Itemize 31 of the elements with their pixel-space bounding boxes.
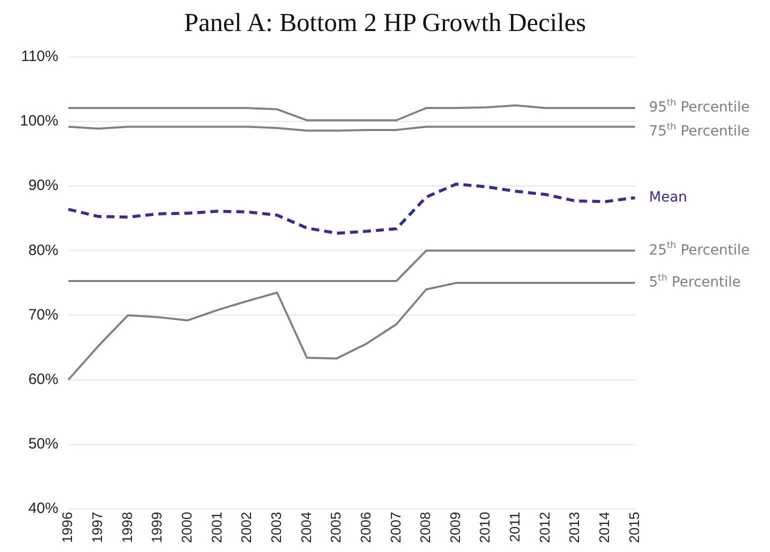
- x-tick-label: 2002: [238, 512, 254, 544]
- x-tick-label: 2015: [626, 512, 642, 544]
- x-tick-label: 2006: [357, 512, 374, 544]
- x-tick-label: 1996: [59, 512, 76, 544]
- x-tick-label: 2009: [446, 512, 463, 544]
- y-tick-label: 90%: [28, 177, 58, 194]
- x-tick-label: 2004: [298, 512, 314, 544]
- x-tick-label: 2014: [596, 512, 612, 544]
- series-label: Mean: [649, 189, 688, 206]
- x-tick-label: 2011: [506, 512, 523, 542]
- x-tick-label: 1998: [118, 512, 135, 544]
- x-tick-label: 2007: [387, 512, 404, 544]
- y-tick-label: 50%: [28, 435, 58, 452]
- y-tick-label: 80%: [28, 242, 58, 259]
- x-tick-label: 2008: [417, 512, 434, 544]
- x-tick-label: 1999: [148, 512, 165, 544]
- x-tick-label: 2001: [208, 512, 224, 544]
- x-tick-label: 2003: [268, 512, 284, 544]
- y-tick-label: 60%: [28, 370, 58, 388]
- y-tick-label: 70%: [28, 306, 58, 324]
- x-tick-label: 1997: [89, 512, 106, 544]
- y-tick-label: 100%: [20, 112, 58, 130]
- y-tick-label: 110%: [21, 48, 58, 66]
- line-series: [66, 182, 636, 235]
- x-tick-label: 2000: [178, 512, 195, 544]
- chart-title: Panel A: Bottom 2 HP Growth Deciles: [182, 8, 587, 38]
- y-tick-label: 40%: [28, 500, 58, 517]
- x-tick-label: 2005: [328, 512, 344, 544]
- x-tick-label: 2012: [536, 512, 552, 544]
- x-tick-label: 2013: [566, 512, 582, 544]
- x-tick-label: 2010: [476, 512, 493, 544]
